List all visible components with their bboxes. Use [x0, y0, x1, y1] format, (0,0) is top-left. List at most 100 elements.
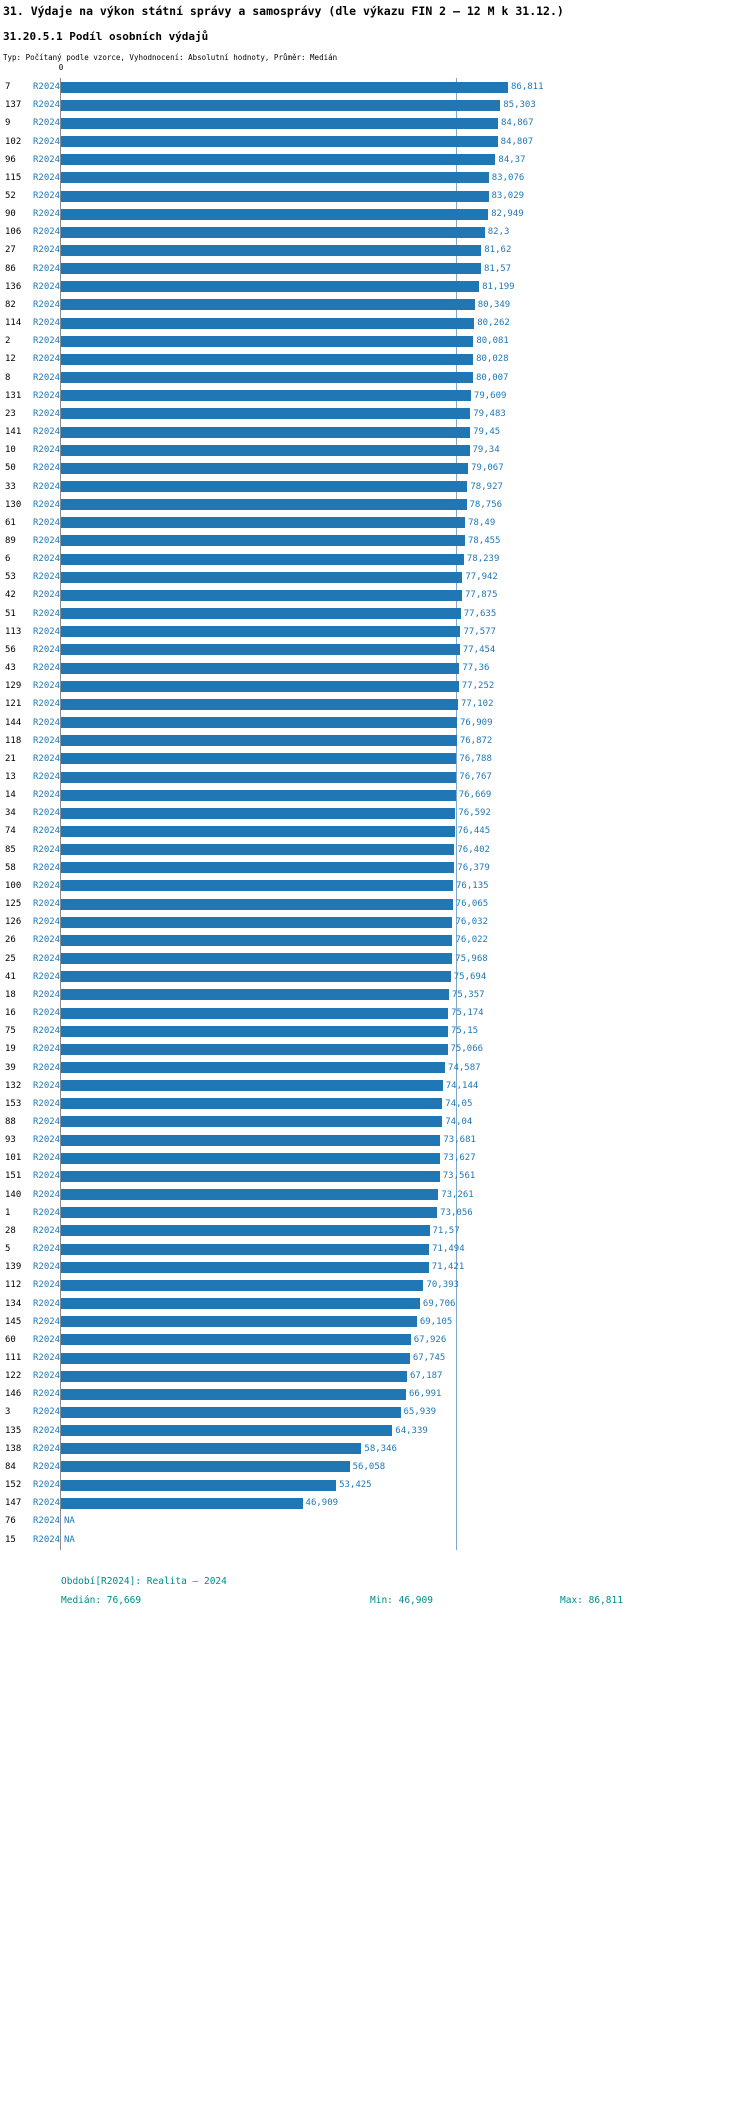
row-id: 145	[5, 1316, 22, 1327]
series-label: R2024	[33, 717, 61, 728]
chart-row: 141 R2024 79,45	[0, 423, 750, 441]
series-label: R2024	[33, 1407, 61, 1418]
chart-row: 75 R2024 75,15	[0, 1022, 750, 1040]
series-label: R2024	[33, 336, 61, 347]
chart-row: 118 R2024 76,872	[0, 732, 750, 750]
value-bar	[61, 571, 463, 583]
series-label: R2024	[33, 1062, 61, 1073]
chart-row: 21 R2024 76,788	[0, 750, 750, 768]
value-bar	[61, 299, 475, 311]
chart-row: 53 R2024 77,942	[0, 568, 750, 586]
value-bar	[61, 1370, 407, 1382]
value-label: 79,45	[473, 427, 501, 438]
series-label: R2024	[33, 118, 61, 129]
value-label: 83,076	[491, 172, 525, 183]
chart-row: 135 R2024 64,339	[0, 1422, 750, 1440]
row-id: 74	[5, 826, 16, 837]
series-label: R2024	[33, 1116, 61, 1127]
row-id: 43	[5, 663, 16, 674]
row-id: 141	[5, 427, 22, 438]
row-id: 25	[5, 953, 16, 964]
row-id: 14	[5, 790, 16, 801]
value-bar	[61, 226, 485, 238]
value-label: 77,875	[464, 590, 498, 601]
chart-row: 113 R2024 77,577	[0, 623, 750, 641]
chart-row: 56 R2024 77,454	[0, 641, 750, 659]
value-bar	[61, 81, 508, 93]
row-id: 50	[5, 463, 16, 474]
series-label: R2024	[33, 753, 61, 764]
series-label: R2024	[33, 1262, 61, 1273]
row-id: 15	[5, 1534, 16, 1545]
row-id: 146	[5, 1389, 22, 1400]
value-bar	[61, 717, 457, 729]
value-bar	[61, 1316, 417, 1328]
row-id: 85	[5, 844, 16, 855]
series-label: R2024	[33, 1189, 61, 1200]
series-label: R2024	[33, 608, 61, 619]
chart-row: 137 R2024 85,303	[0, 96, 750, 114]
value-label: 80,028	[476, 354, 509, 365]
value-label: 46,909	[305, 1498, 339, 1509]
series-label: R2024	[33, 1334, 61, 1345]
value-label: 76,379	[457, 862, 490, 873]
chart-row: 86 R2024 81,57	[0, 260, 750, 278]
value-label: NA	[64, 1516, 75, 1527]
chart-row: 106 R2024 82,3	[0, 223, 750, 241]
row-id: 115	[5, 172, 22, 183]
value-bar	[61, 1025, 448, 1037]
series-label: R2024	[33, 172, 61, 183]
chart-row: 60 R2024 67,926	[0, 1331, 750, 1349]
row-id: 130	[5, 499, 22, 510]
value-label: 76,065	[455, 899, 489, 910]
chart-row: 8 R2024 80,007	[0, 369, 750, 387]
value-label: 73,681	[443, 1135, 476, 1146]
chart-row: 10 R2024 79,34	[0, 441, 750, 459]
value-bar	[61, 626, 461, 638]
chart-row: 9 R2024 84,867	[0, 114, 750, 132]
series-label: R2024	[33, 899, 61, 910]
chart-row: 101 R2024 73,627	[0, 1149, 750, 1167]
chart-row: 89 R2024 78,455	[0, 532, 750, 550]
series-label: R2024	[33, 263, 61, 274]
chart-row: 140 R2024 73,261	[0, 1186, 750, 1204]
value-bar	[61, 281, 480, 293]
chart-row: 6 R2024 78,239	[0, 550, 750, 568]
value-bar	[61, 1243, 430, 1255]
chart-row: 19 R2024 75,066	[0, 1040, 750, 1058]
series-label: R2024	[33, 1008, 61, 1019]
row-id: 9	[5, 118, 11, 129]
chart-meta: Typ: Počítaný podle vzorce, Vyhodnocení:…	[3, 53, 338, 62]
row-id: 118	[5, 735, 22, 746]
row-id: 82	[5, 299, 16, 310]
row-id: 153	[5, 1098, 22, 1109]
value-bar	[61, 934, 453, 946]
page-title: 31. Výdaje na výkon státní správy a samo…	[3, 4, 564, 18]
value-label: 83,029	[491, 191, 525, 202]
chart-row: 153 R2024 74,05	[0, 1095, 750, 1113]
series-label: R2024	[33, 354, 61, 365]
series-label: R2024	[33, 1135, 61, 1146]
row-id: 5	[5, 1244, 11, 1255]
value-label: 76,909	[460, 717, 493, 728]
series-label: R2024	[33, 82, 61, 93]
chart-rows: 7 R2024 86,811 137 R2024 85,303 9 R2024 84,867 10…	[0, 78, 750, 1549]
value-label: 76,445	[457, 826, 491, 837]
series-label: R2024	[33, 917, 61, 928]
series-label: R2024	[33, 408, 61, 419]
value-label: 76,872	[459, 735, 493, 746]
value-label: 78,756	[469, 499, 503, 510]
chart-row: 33 R2024 78,927	[0, 477, 750, 495]
row-id: 101	[5, 1153, 22, 1164]
value-bar	[61, 680, 459, 692]
chart-row: 82 R2024 80,349	[0, 296, 750, 314]
value-bar	[61, 662, 460, 674]
row-id: 27	[5, 245, 16, 256]
chart-row: 114 R2024 80,262	[0, 314, 750, 332]
value-bar	[61, 154, 496, 166]
value-label: 77,252	[461, 681, 495, 692]
value-bar	[61, 1043, 448, 1055]
chart-row: 126 R2024 76,032	[0, 913, 750, 931]
row-id: 151	[5, 1171, 22, 1182]
value-label: 85,303	[503, 100, 536, 111]
